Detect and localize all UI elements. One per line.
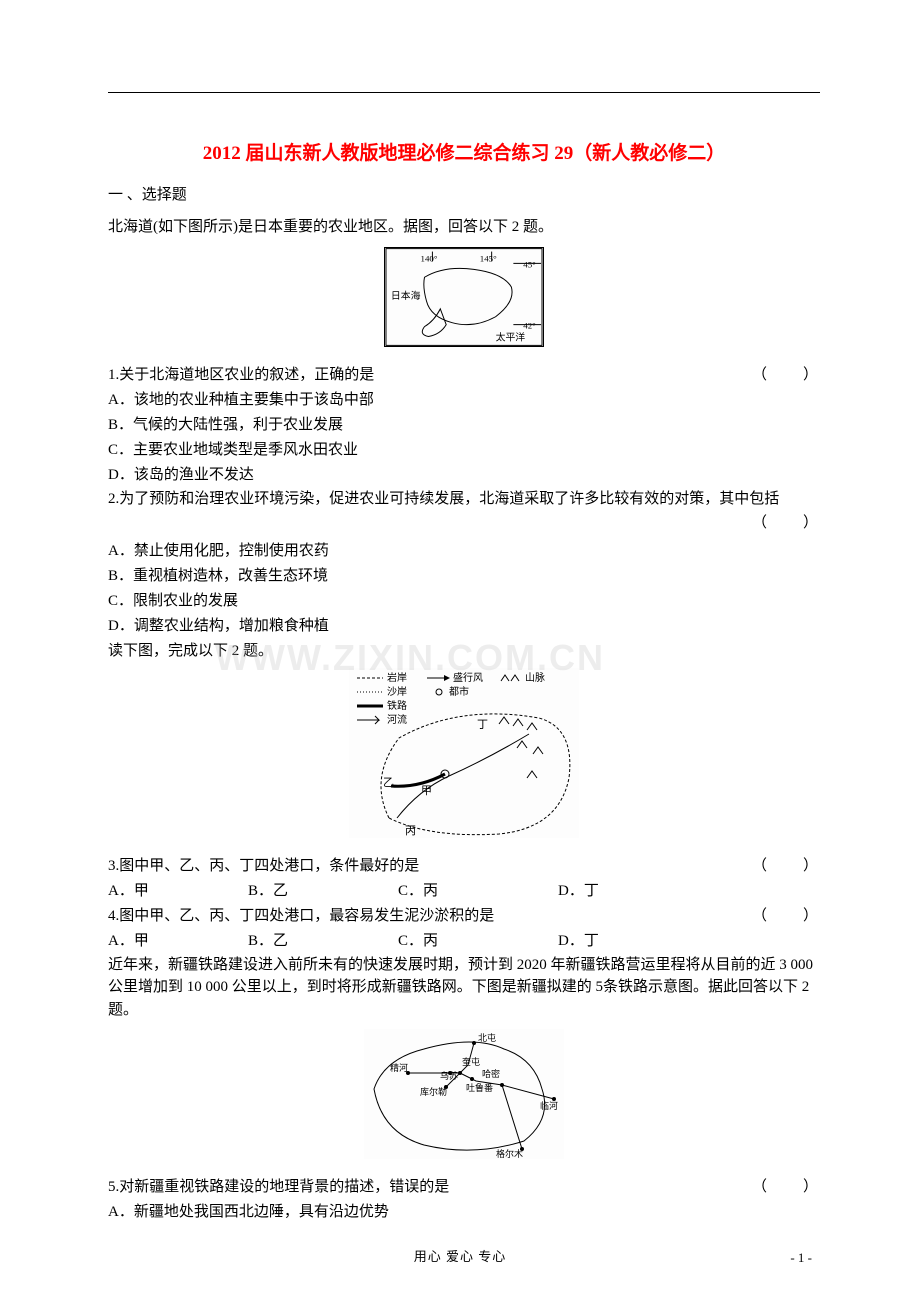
lat-42: 42° xyxy=(523,321,536,331)
q1-stem: 1.关于北海道地区农业的叙述，正确的是 xyxy=(108,363,752,384)
legend-city: 都市 xyxy=(449,685,469,698)
label-ocean: 太平洋 xyxy=(496,331,526,344)
q5-stem-row: 5.对新疆重视铁路建设的地理背景的描述，错误的是 （ ） xyxy=(108,1175,820,1196)
lon-145: 145° xyxy=(480,254,497,264)
section-label: 一 、选择题 xyxy=(108,183,820,204)
figure-3-svg: 北屯 奎屯 乌苏 精河 哈密 库尔勒 吐鲁番 临河 格尔木 xyxy=(364,1029,564,1159)
figure-1: 140° 145° 45° 42° 日本海 太平洋 xyxy=(384,247,544,347)
label-jia: 甲 xyxy=(421,785,432,797)
q1-opt-c: C．主要农业地域类型是季风水田农业 xyxy=(108,438,820,459)
figure-3: 北屯 奎屯 乌苏 精河 哈密 库尔勒 吐鲁番 临河 格尔木 xyxy=(364,1029,564,1159)
q2-opt-b: B．重视植树造林，改善生态环境 xyxy=(108,564,820,585)
q3-stem: 3.图中甲、乙、丙、丁四处港口，条件最好的是 xyxy=(108,854,752,875)
lat-45: 45° xyxy=(523,260,536,270)
label-jinghe: 精河 xyxy=(390,1062,408,1073)
figure-1-svg: 140° 145° 45° 42° 日本海 太平洋 xyxy=(385,247,543,347)
q1-opt-d: D．该岛的渔业不发达 xyxy=(108,463,820,484)
q4-stem: 4.图中甲、乙、丙、丁四处港口，最容易发生泥沙淤积的是 xyxy=(108,904,752,925)
q1-stem-row: 1.关于北海道地区农业的叙述，正确的是 （ ） xyxy=(108,363,820,384)
q4-stem-row: 4.图中甲、乙、丙、丁四处港口，最容易发生泥沙淤积的是 （ ） xyxy=(108,904,820,925)
footer-text: 用心 爱心 专心 xyxy=(414,1246,507,1265)
q3-opt-a: A．甲 xyxy=(108,879,248,900)
q1-paren: （ ） xyxy=(752,363,820,384)
legend-rock: 岩岸 xyxy=(387,671,407,684)
q2-block: 2.为了预防和治理农业环境污染，促进农业可持续发展，北海道采取了许多比较有效的对… xyxy=(108,488,820,535)
label-yi: 乙 xyxy=(383,776,394,789)
label-kuitun: 奎屯 xyxy=(462,1056,480,1067)
legend-rail: 铁路 xyxy=(387,699,407,712)
legend-wind: 盛行风 xyxy=(453,671,483,684)
q4-opts: A．甲 B．乙 C．丙 D．丁 xyxy=(108,929,820,950)
figure-2-box: 岩岸 盛行风 山脉 沙岸 都市 铁路 河流 xyxy=(108,668,820,838)
page-content: 2012 届山东新人教版地理必修二综合练习 29（新人教必修二） 一 、选择题 … xyxy=(0,0,920,1221)
q3-stem-row: 3.图中甲、乙、丙、丁四处港口，条件最好的是 （ ） xyxy=(108,854,820,875)
q4-opt-a: A．甲 xyxy=(108,929,248,950)
figure-3-box: 北屯 奎屯 乌苏 精河 哈密 库尔勒 吐鲁番 临河 格尔木 xyxy=(108,1029,820,1159)
label-ding: 丁 xyxy=(477,719,488,731)
lon-140: 140° xyxy=(421,254,438,264)
q3-opt-d: D．丁 xyxy=(558,879,678,900)
intro-2: 读下图，完成以下 2 题。 xyxy=(108,639,820,660)
header-rule xyxy=(108,92,820,93)
intro-1: 北海道(如下图所示)是日本重要的农业地区。据图，回答以下 2 题。 xyxy=(108,216,820,239)
q4-paren: （ ） xyxy=(752,904,820,925)
q3-opts: A．甲 B．乙 C．丙 D．丁 xyxy=(108,879,820,900)
page-title: 2012 届山东新人教版地理必修二综合练习 29（新人教必修二） xyxy=(108,138,820,165)
q4-opt-c: C．丙 xyxy=(398,929,558,950)
q1-opt-a: A．该地的农业种植主要集中于该岛中部 xyxy=(108,388,820,409)
q4-opt-b: B．乙 xyxy=(248,929,398,950)
q5-opt-a: A．新疆地处我国西北边陲，具有沿边优势 xyxy=(108,1200,820,1221)
q4-opt-d: D．丁 xyxy=(558,929,678,950)
q3-opt-b: B．乙 xyxy=(248,879,398,900)
label-wusu: 乌苏 xyxy=(440,1070,458,1081)
q1-opt-b: B．气候的大陆性强，利于农业发展 xyxy=(108,413,820,434)
figure-2: 岩岸 盛行风 山脉 沙岸 都市 铁路 河流 xyxy=(349,668,579,838)
q2-opt-a: A．禁止使用化肥，控制使用农药 xyxy=(108,539,820,560)
q5-stem: 5.对新疆重视铁路建设的地理背景的描述，错误的是 xyxy=(108,1175,752,1196)
q2-opt-d: D．调整农业结构，增加粮食种植 xyxy=(108,614,820,635)
q3-opt-c: C．丙 xyxy=(398,879,558,900)
q3-paren: （ ） xyxy=(752,854,820,875)
label-bing: 丙 xyxy=(405,825,416,837)
label-linhe: 临河 xyxy=(540,1100,558,1111)
label-geermu: 格尔木 xyxy=(496,1148,523,1159)
footer-pagenum: - 1 - xyxy=(790,1250,812,1266)
figure-1-box: 140° 145° 45° 42° 日本海 太平洋 xyxy=(108,247,820,347)
label-sea: 日本海 xyxy=(391,289,421,302)
label-tulufan: 吐鲁番 xyxy=(466,1082,493,1093)
legend-river: 河流 xyxy=(387,713,407,726)
footer: 用心 爱心 专心 xyxy=(0,1246,920,1266)
intro-3: 近年来，新疆铁路建设进入前所未有的快速发展时期，预计到 2020 年新疆铁路营运… xyxy=(108,954,820,1022)
q2-opt-c: C．限制农业的发展 xyxy=(108,589,820,610)
legend-mountain: 山脉 xyxy=(525,671,545,684)
label-beitun: 北屯 xyxy=(478,1032,496,1043)
label-hami: 哈密 xyxy=(482,1068,500,1079)
q2-paren: （ ） xyxy=(752,512,820,535)
legend-sand: 沙岸 xyxy=(387,686,407,698)
figure-2-svg: 岩岸 盛行风 山脉 沙岸 都市 铁路 河流 xyxy=(349,668,579,838)
q2-stem: 2.为了预防和治理农业环境污染，促进农业可持续发展，北海道采取了许多比较有效的对… xyxy=(108,488,820,511)
q5-paren: （ ） xyxy=(752,1175,820,1196)
label-kuerle: 库尔勒 xyxy=(420,1086,447,1097)
